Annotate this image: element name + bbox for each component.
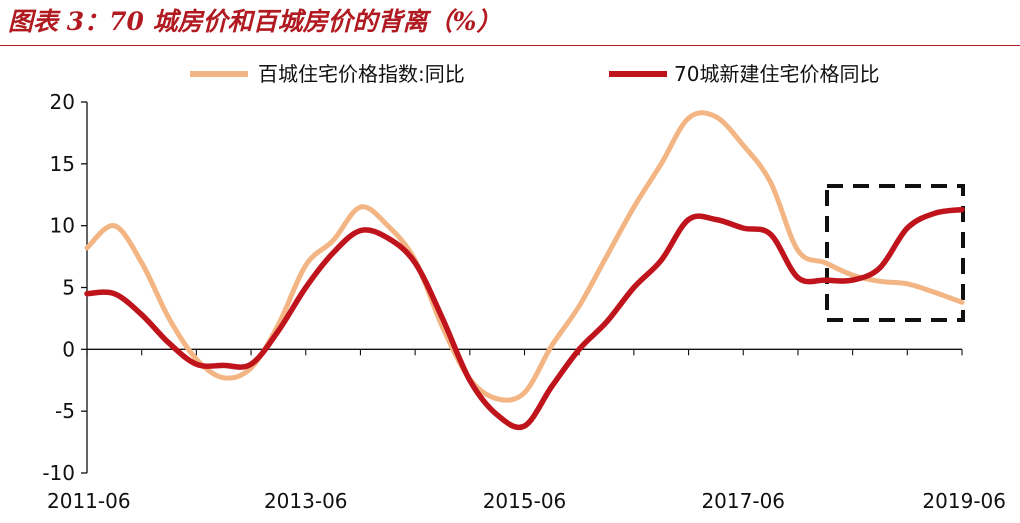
- data-point: [385, 223, 390, 228]
- data-point: [112, 223, 117, 228]
- x-tick-label: 2015-06: [483, 489, 567, 513]
- data-point: [330, 238, 336, 243]
- data-point: [248, 362, 254, 367]
- data-point: [549, 384, 554, 389]
- y-tick-label: 15: [50, 152, 75, 176]
- data-point: [604, 254, 609, 259]
- data-point: [139, 312, 144, 317]
- data-point: [905, 281, 910, 286]
- data-point: [768, 180, 773, 185]
- data-point: [221, 375, 226, 380]
- data-point: [741, 225, 746, 231]
- data-point: [549, 343, 554, 348]
- data-point: [303, 263, 308, 268]
- data-point: [412, 260, 418, 265]
- legend-label-70city: 70城新建住宅价格同比: [674, 62, 879, 86]
- data-point: [577, 347, 582, 352]
- data-point: [741, 143, 746, 148]
- data-point: [932, 211, 937, 216]
- x-tick-label: 2011-06: [47, 489, 131, 513]
- data-point: [495, 396, 500, 401]
- legend-label-baicheng: 百城住宅价格指数:同比: [258, 62, 465, 86]
- data-point: [905, 225, 910, 231]
- y-tick-label: 5: [62, 276, 75, 300]
- y-tick-label: -10: [42, 461, 75, 485]
- data-point: [139, 260, 144, 265]
- data-point: [850, 272, 855, 278]
- data-point: [631, 204, 637, 210]
- data-point: [932, 290, 937, 295]
- data-point: [522, 390, 527, 395]
- data-point: [959, 207, 965, 212]
- data-point: [686, 217, 691, 222]
- data-point: [440, 316, 445, 321]
- data-point: [495, 412, 500, 418]
- y-tick-label: 10: [50, 214, 75, 238]
- data-point: [276, 328, 281, 333]
- data-point: [385, 235, 390, 241]
- data-point: [795, 248, 801, 253]
- y-tick-label: 0: [62, 337, 75, 361]
- y-tick-label: 20: [50, 90, 75, 114]
- x-tick-label: 2017-06: [701, 489, 785, 513]
- data-point: [194, 357, 199, 362]
- title-divider: [0, 45, 1020, 46]
- data-point: [467, 378, 472, 383]
- chart-title: 图表 3：70 城房价和百城房价的背离（%）: [8, 7, 502, 36]
- data-point: [959, 300, 965, 305]
- x-tick-label: 2019-06: [922, 489, 1006, 513]
- data-point: [713, 217, 719, 222]
- data-point: [358, 228, 363, 233]
- data-point: [877, 279, 883, 284]
- data-point: [112, 291, 117, 296]
- data-point: [823, 260, 828, 265]
- data-point: [823, 277, 828, 283]
- data-point: [850, 277, 855, 283]
- data-point: [358, 204, 363, 210]
- data-point: [877, 265, 883, 270]
- data-point: [166, 316, 172, 321]
- data-point: [768, 232, 773, 237]
- x-tick-label: 2013-06: [264, 489, 348, 513]
- divergence-highlight-box: [825, 184, 965, 322]
- data-point: [577, 303, 582, 309]
- data-point: [659, 258, 664, 263]
- data-point: [795, 275, 801, 280]
- data-point: [166, 340, 172, 346]
- data-point: [713, 114, 719, 120]
- data-point: [631, 285, 637, 290]
- series-baicheng-line: [84, 110, 965, 403]
- data-point: [604, 319, 609, 325]
- y-tick-label: -5: [55, 399, 75, 423]
- data-point: [194, 362, 199, 367]
- data-point: [84, 291, 90, 296]
- data-point: [659, 161, 664, 166]
- data-point: [221, 363, 226, 368]
- data-point: [522, 423, 527, 429]
- data-point: [686, 115, 691, 121]
- data-point: [84, 245, 90, 251]
- data-point: [330, 250, 336, 256]
- data-point: [303, 285, 308, 290]
